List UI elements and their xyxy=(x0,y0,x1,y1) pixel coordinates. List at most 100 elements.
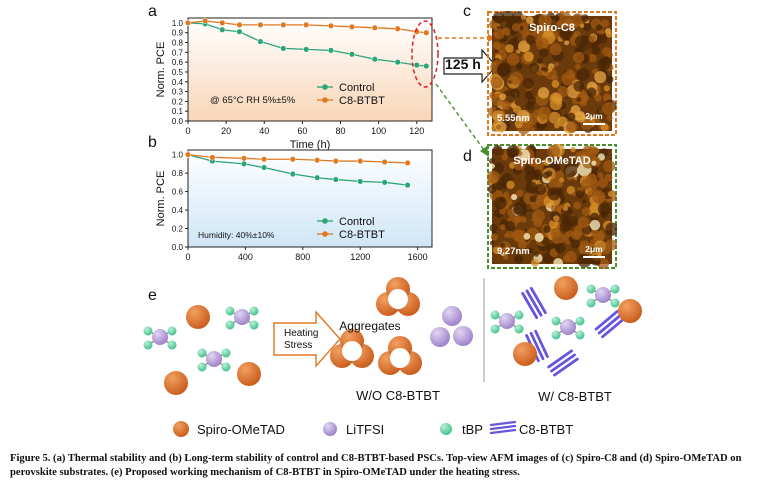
afm-grain xyxy=(590,229,599,238)
afm-grain xyxy=(499,93,507,101)
c8btbt-mark xyxy=(529,331,545,361)
afm-grain xyxy=(506,145,520,159)
data-point-control xyxy=(236,28,243,35)
panel-letter-e: e xyxy=(148,287,157,304)
y-tick-label: 0.4 xyxy=(172,78,184,87)
legend-label: C8-BTBT xyxy=(339,229,385,241)
afm-grain xyxy=(524,164,535,175)
tbp-sphere xyxy=(143,326,153,336)
legend-label: Control xyxy=(339,216,374,228)
data-point-c8-btbt xyxy=(257,21,264,28)
y-tick-label: 0.8 xyxy=(172,39,184,48)
afm-grain xyxy=(520,14,527,20)
afm-grain xyxy=(559,27,573,41)
afm-grain xyxy=(501,154,509,161)
afm-grain xyxy=(533,217,543,228)
c8btbt-mark xyxy=(594,309,619,331)
afm-grain xyxy=(547,187,561,201)
figure-caption: Figure 5. (a) Thermal stability and (b) … xyxy=(10,453,742,478)
wo-label: W/O C8-BTBT xyxy=(356,388,440,403)
spiro-ometad-sphere xyxy=(237,362,261,386)
litfsi-sphere xyxy=(206,351,222,367)
y-tick-label: 0.6 xyxy=(172,58,184,67)
afm-grain xyxy=(543,225,551,233)
aggregate xyxy=(376,277,420,316)
legend-label: C8-BTBT xyxy=(519,422,573,437)
afm-roughness: 9.27nm xyxy=(497,246,530,257)
data-point-c8-btbt xyxy=(381,158,388,166)
data-point-c8-btbt xyxy=(280,21,287,28)
afm-roughness: 5.55nm xyxy=(497,113,530,124)
afm-grain xyxy=(538,14,552,28)
afm-grain xyxy=(501,11,515,23)
aggregate-core xyxy=(390,348,410,368)
green-pointer-arrow xyxy=(435,83,485,151)
afm-grain xyxy=(581,178,593,190)
afm-grain xyxy=(527,23,535,31)
afm-grain xyxy=(597,172,604,179)
afm-grain xyxy=(543,26,554,37)
afm-grain xyxy=(553,14,560,22)
afm-grain xyxy=(581,207,591,217)
data-point-control xyxy=(348,51,355,58)
data-point-control xyxy=(257,38,264,45)
data-point-control xyxy=(381,179,388,186)
afm-grain xyxy=(567,112,576,121)
series-line-control xyxy=(187,153,408,186)
afm-grain xyxy=(493,28,505,40)
litfsi-sphere xyxy=(442,306,462,326)
afm-grain xyxy=(492,110,505,123)
data-point-c8-btbt xyxy=(209,154,216,161)
legend-c8btbt-icon xyxy=(489,420,517,427)
afm-grain xyxy=(506,180,515,190)
data-point-c8-btbt xyxy=(184,19,192,26)
afm-grain xyxy=(566,121,578,133)
data-point-control xyxy=(357,178,364,185)
afm-grain xyxy=(527,247,534,254)
plot-area-a xyxy=(187,17,433,122)
data-point-c8-btbt xyxy=(371,24,378,31)
afm-grain xyxy=(523,51,534,62)
afm-grain xyxy=(602,102,615,115)
afm-grain xyxy=(543,67,549,72)
data-point-c8-btbt xyxy=(332,158,339,165)
tbp-sphere xyxy=(586,284,596,294)
series-line-c8-btbt xyxy=(187,153,408,164)
spiro-ometad-sphere xyxy=(554,276,578,300)
afm-grain xyxy=(564,69,576,80)
aggregate xyxy=(378,336,422,375)
x-axis-label: Time (h) xyxy=(290,139,331,150)
afm-grain xyxy=(514,229,528,243)
heating-arrow xyxy=(273,310,341,368)
afm-grain xyxy=(572,51,585,64)
afm-grain xyxy=(551,80,560,88)
tbp-sphere xyxy=(490,310,500,320)
litfsi-sphere xyxy=(499,313,515,329)
afm-grain xyxy=(548,178,561,190)
data-point-control xyxy=(423,63,430,70)
y-tick-label: 0.5 xyxy=(172,68,184,77)
data-point-control xyxy=(314,174,321,181)
afm-grain xyxy=(597,57,611,71)
c8btbt-mark xyxy=(601,317,626,339)
afm-grain xyxy=(577,113,582,119)
x-tick-label: 80 xyxy=(335,126,345,136)
afm-grain xyxy=(554,242,566,254)
data-point-control xyxy=(280,45,287,52)
heating-label: Heating Stress xyxy=(284,328,318,351)
afm-grain xyxy=(500,224,506,231)
afm-grain xyxy=(595,24,603,31)
afm-grain xyxy=(499,208,506,215)
afm-grain xyxy=(577,253,592,268)
y-tick-label: 0.2 xyxy=(172,97,184,106)
x-tick-label: 800 xyxy=(295,252,310,262)
afm-grain xyxy=(558,12,572,26)
afm-grain xyxy=(515,189,524,198)
afm-grain xyxy=(553,258,564,268)
x-tick-label: 40 xyxy=(259,126,269,136)
afm-grain xyxy=(559,177,565,183)
c8btbt-mark xyxy=(534,329,549,358)
afm-grain xyxy=(534,232,544,242)
afm-grain xyxy=(547,144,561,158)
afm-grain xyxy=(549,43,562,56)
